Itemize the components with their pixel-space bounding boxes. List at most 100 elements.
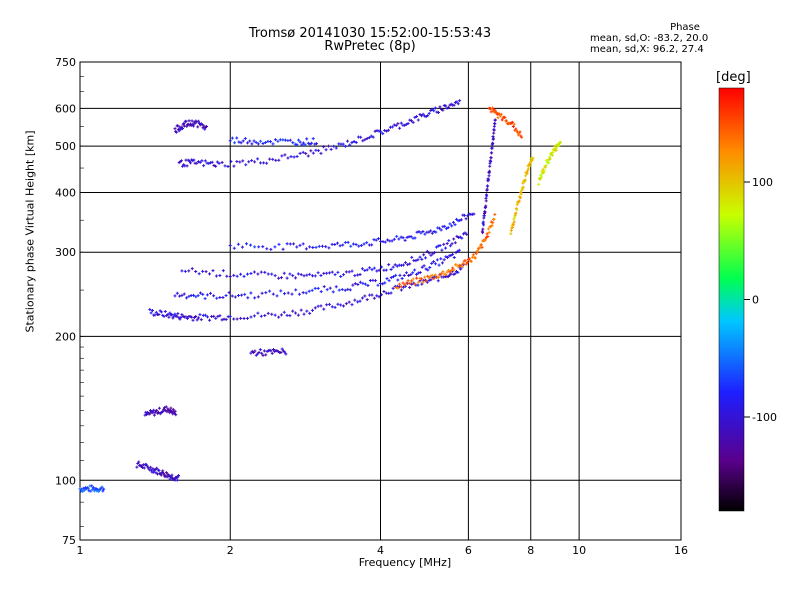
echo-point — [404, 261, 408, 265]
echo-point — [554, 148, 558, 152]
echo-point — [433, 262, 437, 266]
echo-point — [416, 280, 420, 284]
echo-point — [452, 237, 456, 241]
echo-point — [339, 274, 343, 278]
echo-point — [178, 317, 182, 321]
echo-point — [164, 405, 168, 409]
echo-point — [420, 114, 424, 118]
echo-point — [316, 286, 320, 290]
echo-point — [177, 129, 181, 133]
echo-point — [195, 318, 199, 322]
echo-point — [354, 141, 358, 145]
echo-point — [261, 141, 265, 145]
echo-point — [149, 311, 153, 315]
echo-point — [458, 218, 462, 222]
echo-point — [481, 220, 485, 224]
echo-point — [487, 230, 491, 234]
echo-point — [304, 151, 308, 155]
echo-point — [294, 276, 298, 280]
echo-point — [487, 227, 491, 231]
echo-point — [273, 313, 277, 317]
y-tick-label: 500 — [55, 140, 76, 153]
echo-point — [386, 238, 390, 242]
echo-point — [254, 141, 258, 145]
echo-point — [184, 119, 188, 123]
echo-point — [539, 175, 543, 179]
echo-point — [492, 131, 496, 135]
echo-point — [154, 471, 158, 475]
echo-point — [224, 294, 228, 298]
echo-point — [253, 160, 257, 164]
echo-point — [348, 143, 352, 147]
echo-point — [268, 289, 272, 293]
echo-point — [333, 273, 337, 277]
echo-point — [480, 245, 484, 249]
echo-point — [381, 132, 385, 136]
echo-point — [161, 469, 165, 473]
echo-point — [265, 161, 269, 165]
echo-point — [442, 242, 446, 246]
colorbar-tick-label: -100 — [752, 411, 777, 424]
echo-point — [225, 274, 229, 278]
echo-point — [360, 267, 364, 271]
echo-point — [324, 245, 328, 249]
echo-point — [370, 243, 374, 247]
echo-point — [177, 474, 181, 478]
echo-point — [228, 139, 232, 143]
echo-point — [410, 279, 414, 283]
echo-point — [256, 142, 260, 146]
echo-point — [407, 273, 411, 277]
echo-point — [520, 135, 524, 139]
echo-point — [511, 125, 515, 129]
echo-point — [233, 141, 237, 145]
echo-point — [157, 469, 161, 473]
echo-point — [517, 199, 521, 203]
echo-point — [493, 212, 497, 216]
echo-point — [511, 226, 515, 230]
echo-point — [301, 141, 305, 145]
echo-point — [521, 185, 525, 189]
echo-point — [228, 314, 232, 318]
echo-point — [218, 273, 222, 277]
echo-point — [416, 258, 420, 262]
echo-point — [365, 298, 369, 302]
echo-point — [439, 257, 443, 261]
echo-point — [153, 468, 157, 472]
echo-point — [212, 314, 216, 318]
echo-point — [411, 271, 415, 275]
echo-point — [395, 234, 399, 238]
echo-point — [428, 265, 432, 269]
echo-point — [223, 164, 227, 168]
echo-point — [243, 292, 247, 296]
echo-point — [260, 291, 264, 295]
echo-point — [296, 313, 300, 317]
echo-point — [162, 407, 166, 411]
echo-point — [288, 272, 292, 276]
echo-point — [445, 241, 449, 245]
echo-point — [194, 315, 198, 319]
echo-point — [192, 124, 196, 128]
echo-point — [196, 160, 200, 164]
x-tick-label: 16 — [674, 544, 688, 557]
echo-point — [298, 140, 302, 144]
echo-point — [474, 252, 478, 256]
echo-point — [383, 128, 387, 132]
echo-point — [159, 310, 163, 314]
echo-point — [385, 277, 389, 281]
echo-point — [353, 274, 357, 278]
echo-point — [434, 230, 438, 234]
echo-point — [456, 270, 460, 274]
echo-point — [334, 146, 338, 150]
echo-point — [453, 223, 457, 227]
echo-point — [484, 199, 488, 203]
echo-point — [469, 259, 473, 263]
echo-point — [246, 272, 250, 276]
echo-point — [381, 240, 385, 244]
echo-point — [422, 264, 426, 268]
echo-point — [365, 241, 369, 245]
echo-point — [185, 164, 189, 168]
echo-point — [178, 294, 182, 298]
echo-point — [399, 285, 403, 289]
echo-point — [175, 478, 179, 482]
echo-point — [343, 240, 347, 244]
